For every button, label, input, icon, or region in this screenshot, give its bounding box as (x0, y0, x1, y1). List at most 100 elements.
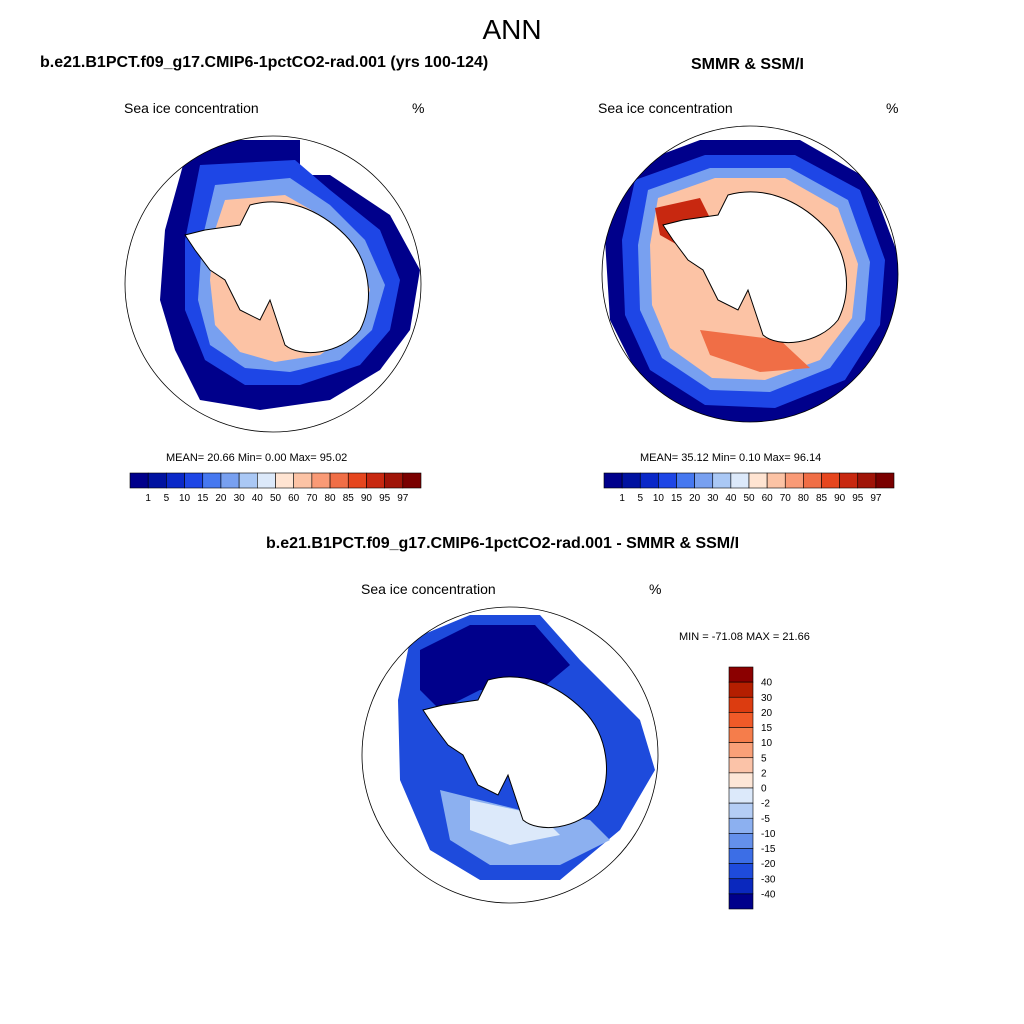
colorbar-diff-tick-label: -10 (761, 829, 776, 840)
colorbar-diff-tick-label: -40 (761, 889, 776, 900)
colorbar-obs: 1 5 10 15 20 30 40 50 60 70 80 85 90 95 97 (603, 472, 895, 504)
colorbar-obs-tick-label: 40 (725, 493, 737, 504)
colorbar-model-tick-label: 95 (379, 493, 391, 504)
units-obs: % (886, 100, 899, 116)
colorbar-diff-swatch (728, 863, 754, 880)
diff-band-light (470, 800, 560, 845)
colorbar-obs-swatch (603, 472, 623, 489)
map-diff-boundary (361, 606, 659, 904)
colorbar-obs-swatch (658, 472, 677, 489)
figure-title: ANN (482, 14, 542, 45)
colorbar-diff-swatch (728, 802, 754, 819)
colorbar-diff-swatch (728, 757, 754, 774)
colorbar-diff-tick-label: -2 (761, 799, 770, 810)
colorbar-diff-tick-label: 10 (761, 738, 773, 749)
colorbar-obs-tick-label: 5 (637, 493, 643, 504)
colorbar-obs-swatch (875, 472, 895, 489)
colorbar-model-tick-label: 85 (343, 493, 355, 504)
stats-diff: MIN = -71.08 MAX = 21.66 (679, 631, 810, 643)
field-name-diff: Sea ice concentration (361, 581, 496, 597)
colorbar-model-tick-label: 97 (397, 493, 409, 504)
colorbar-diff-swatch (728, 878, 754, 895)
colorbar-model-tick-label: 80 (325, 493, 337, 504)
colorbar-model-tick-label: 1 (145, 493, 151, 504)
colorbar-obs-swatch (621, 472, 641, 489)
colorbar-diff-tick-label: 40 (761, 678, 773, 689)
colorbar-model-swatch (384, 472, 404, 489)
colorbar-model-tick-label: 70 (306, 493, 318, 504)
colorbar-obs-swatch (694, 472, 714, 489)
panel-title-obs: SMMR & SSM/I (691, 56, 804, 73)
colorbar-obs-swatch (748, 472, 768, 489)
colorbar-diff-tick-label: 0 (761, 784, 767, 795)
colorbar-obs-tick-label: 90 (834, 493, 846, 504)
colorbar-obs-tick-label: 97 (870, 493, 882, 504)
colorbar-model-swatch (220, 472, 240, 489)
colorbar-diff-tick-label: 15 (761, 723, 773, 734)
colorbar-diff-swatch (728, 712, 754, 728)
colorbar-diff-swatch (728, 772, 754, 789)
colorbar-model-tick-label: 40 (252, 493, 264, 504)
colorbar-model-tick-label: 20 (215, 493, 227, 504)
colorbar-obs-tick-label: 60 (762, 493, 774, 504)
colorbar-obs-tick-label: 80 (798, 493, 810, 504)
colorbar-model: 1 5 10 15 20 30 40 50 60 70 80 85 90 95 97 (129, 472, 422, 504)
colorbar-obs-tick-label: 10 (653, 493, 665, 504)
panel-title-diff: b.e21.B1PCT.f09_g17.CMIP6-1pctCO2-rad.00… (266, 535, 740, 552)
colorbar-model-tick-label: 30 (234, 493, 246, 504)
colorbar-diff-swatch (728, 696, 754, 713)
colorbar-obs-tick-label: 70 (780, 493, 792, 504)
colorbar-model-swatch (311, 472, 331, 489)
colorbar-obs-tick-label: 95 (852, 493, 864, 504)
colorbar-model-swatch (147, 472, 167, 489)
colorbar-model-swatch (366, 472, 385, 489)
colorbar-diff-swatch (728, 833, 754, 849)
colorbar-diff-swatch (728, 666, 754, 683)
colorbar-diff-tick-label: 2 (761, 768, 767, 779)
colorbar-obs-swatch (730, 472, 750, 489)
colorbar-obs-swatch (639, 472, 659, 489)
colorbar-model-swatch (257, 472, 276, 489)
colorbar-obs-tick-label: 50 (743, 493, 755, 504)
colorbar-obs-swatch (676, 472, 695, 489)
panel-title-model: b.e21.B1PCT.f09_g17.CMIP6-1pctCO2-rad.00… (40, 54, 489, 71)
colorbar-model-swatch (347, 472, 367, 489)
colorbar-model-tick-label: 15 (197, 493, 209, 504)
antarctica-land (184, 201, 369, 354)
colorbar-obs-tick-label: 30 (707, 493, 719, 504)
colorbar-model-swatch (202, 472, 222, 489)
colorbar-model-swatch (275, 472, 294, 489)
colorbar-diff-swatch (728, 742, 754, 759)
colorbar-diff-tick-label: -20 (761, 859, 776, 870)
colorbar-model-swatch (129, 472, 149, 489)
field-name-model: Sea ice concentration (124, 100, 259, 116)
antarctica-land-diff (422, 676, 607, 829)
colorbar-obs-swatch (857, 472, 877, 489)
map-model (160, 140, 420, 410)
colorbar-obs-swatch (784, 472, 804, 489)
colorbar-diff-tick-label: 30 (761, 693, 773, 704)
colorbar-diff-swatch (728, 681, 754, 698)
colorbar-obs-tick-label: 1 (619, 493, 625, 504)
colorbar-model-tick-label: 50 (270, 493, 282, 504)
antarctica-land-obs (662, 191, 847, 344)
colorbar-diff-tick-label: -15 (761, 844, 776, 855)
colorbar-model-swatch (402, 472, 422, 489)
colorbar-diff-tick-label: -30 (761, 874, 776, 885)
colorbar-diff-tick-label: 5 (761, 753, 767, 764)
colorbar-model-tick-label: 60 (288, 493, 300, 504)
colorbar-diff-swatch (728, 893, 754, 910)
colorbar-obs-swatch (821, 472, 840, 489)
map-model-boundary (124, 135, 422, 433)
colorbar-model-swatch (166, 472, 185, 489)
map-diff (398, 615, 655, 880)
colorbar-model-tick-label: 90 (361, 493, 373, 504)
map-obs-boundary (601, 125, 899, 423)
colorbar-model-tick-label: 10 (179, 493, 191, 504)
colorbar-obs-tick-label: 15 (671, 493, 683, 504)
colorbar-diff-swatch (728, 727, 754, 743)
colorbar-diff-swatch (728, 848, 754, 864)
colorbar-obs-tick-label: 85 (816, 493, 828, 504)
